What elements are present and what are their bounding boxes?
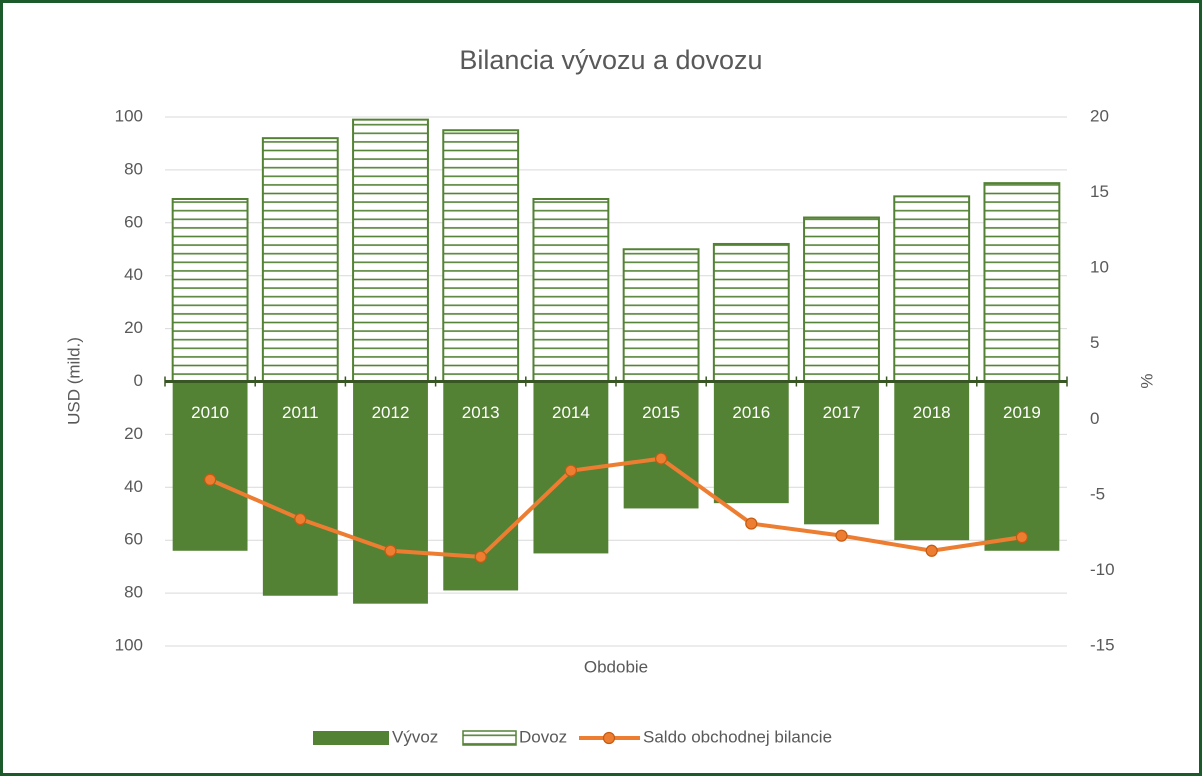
legend-label: Dovoz: [519, 727, 567, 746]
export-bar: [353, 381, 428, 604]
import-bar: [712, 242, 790, 383]
export-bar: [623, 381, 699, 509]
x-tick-label: 2019: [1003, 403, 1041, 422]
x-tick-label: 2013: [462, 403, 500, 422]
export-bar: [984, 381, 1060, 551]
balance-marker: [745, 517, 758, 530]
balance-line: [209, 456, 1023, 559]
import-bar: [261, 137, 339, 383]
legend-swatch: [602, 731, 616, 745]
import-bar: [803, 216, 880, 383]
import-bar: [442, 129, 520, 383]
y-tick-label: 20: [124, 424, 143, 443]
balance-marker: [294, 512, 307, 526]
y-tick-label: 40: [124, 265, 143, 284]
y-tick-label: 80: [124, 159, 143, 178]
export-bar: [713, 381, 789, 504]
x-tick-label: 2012: [372, 403, 410, 422]
y2-tick-label: -5: [1090, 484, 1105, 503]
import-bar: [983, 182, 1061, 383]
balance-marker: [474, 550, 487, 563]
import-bar: [622, 248, 700, 383]
legend-label: Vývoz: [392, 727, 438, 746]
y2-tick-label: 5: [1090, 333, 1099, 352]
legend-label: Saldo obchodnej bilancie: [643, 727, 832, 746]
y-tick-label: 20: [124, 318, 143, 337]
x-tick-label: 2011: [282, 403, 319, 422]
x-axis-title: Obdobie: [584, 657, 648, 676]
y2-tick-label: 0: [1090, 409, 1099, 428]
import-bar: [352, 118, 429, 383]
y2-tick-label: -15: [1090, 635, 1115, 654]
y-tick-label: 60: [124, 212, 143, 231]
legend-swatch: [313, 731, 389, 745]
legend-swatch: [462, 730, 517, 746]
x-tick-label: 2014: [552, 403, 590, 422]
y-tick-label: 100: [115, 635, 143, 654]
x-tick-label: 2018: [913, 403, 951, 422]
balance-marker: [384, 544, 397, 557]
export-bar: [172, 381, 248, 551]
y2-tick-label: 10: [1090, 258, 1109, 277]
balance-marker: [204, 473, 217, 486]
balance-marker: [654, 452, 668, 465]
chart-title: Bilancia vývozu a dovozu: [459, 45, 762, 75]
balance-marker: [835, 529, 848, 542]
y-tick-label: 40: [124, 477, 143, 496]
x-tick-label: 2016: [732, 403, 770, 422]
y2-tick-label: 20: [1090, 106, 1109, 125]
y-tick-label: 60: [124, 530, 143, 549]
export-bar: [262, 381, 338, 596]
export-bar: [804, 381, 879, 525]
import-bar: [893, 195, 971, 383]
export-bar: [894, 381, 970, 541]
y-tick-label: 0: [134, 371, 143, 390]
x-tick-label: 2010: [191, 403, 229, 422]
balance-marker: [1015, 531, 1029, 544]
y-axis-title: USD (mild.): [64, 337, 83, 425]
y2-tick-label: -10: [1090, 560, 1115, 579]
x-tick-label: 2017: [823, 403, 861, 422]
x-tick-label: 2015: [642, 403, 680, 422]
balance-marker: [564, 464, 578, 477]
y-tick-label: 100: [115, 106, 143, 125]
y2-axis-title: %: [1137, 373, 1156, 388]
y2-tick-label: 15: [1090, 182, 1109, 201]
import-bar: [532, 197, 610, 383]
balance-marker: [925, 544, 938, 557]
import-bar: [171, 197, 249, 383]
y-tick-label: 80: [124, 583, 143, 602]
